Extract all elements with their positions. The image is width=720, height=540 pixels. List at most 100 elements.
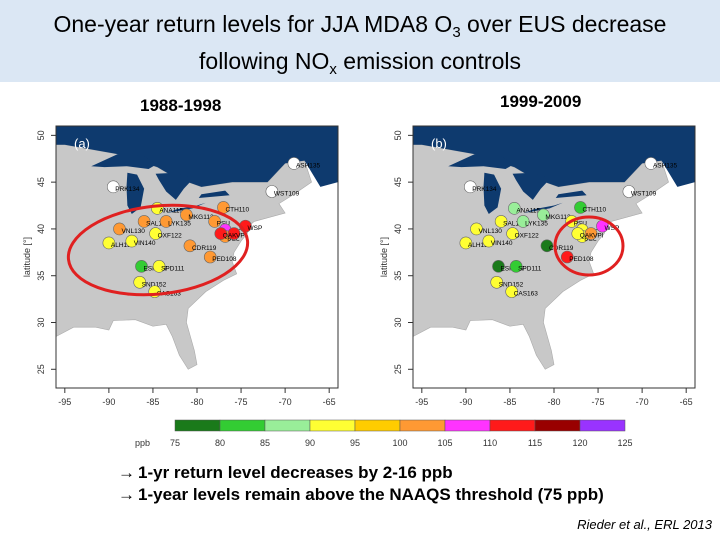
station-marker (463, 180, 477, 194)
colorbar-tick-label: 85 (260, 438, 270, 448)
lake-4 (167, 202, 206, 214)
station-sal133: SAL133 (494, 215, 527, 228)
station-label: VNL130 (121, 228, 145, 235)
station-label: SAL133 (503, 220, 527, 227)
station-marker (265, 185, 279, 198)
station-label: ASH135 (296, 162, 321, 169)
station-marker (159, 215, 173, 228)
station-label: MKG113 (188, 214, 214, 221)
station-ped108: PED108 (203, 250, 237, 264)
station-marker (214, 227, 228, 240)
station-marker (516, 215, 530, 228)
x-tick-label: -70 (279, 397, 292, 407)
y-tick-label: 35 (393, 271, 403, 281)
station-marker (584, 227, 598, 240)
title-banner (0, 0, 720, 82)
colorbar-swatch (579, 419, 626, 432)
station-wst109: WST109 (622, 185, 657, 198)
y-tick-label: 35 (36, 271, 46, 281)
x-tick-label: -65 (680, 397, 693, 407)
station-marker (135, 260, 148, 273)
station-label: CDR119 (549, 245, 574, 252)
station-ash135: ASH135 (287, 157, 321, 170)
station-marker (152, 260, 166, 273)
station-oxf122: OXF122 (506, 227, 539, 240)
station-label: CTH110 (582, 206, 606, 213)
colorbar-tick-label: 80 (215, 438, 225, 448)
station-label: SND152 (142, 281, 167, 288)
station-mkg113: MKG113 (537, 208, 571, 222)
station-marker (506, 227, 519, 240)
station-label: PED108 (569, 256, 594, 263)
y-tick-label: 50 (393, 130, 403, 140)
map-area: PRK134 ASH135 WST109 ANA115 CTH110 MKG113 SAL1… (413, 126, 695, 388)
station-marker (509, 260, 523, 273)
station-marker (492, 260, 505, 273)
period-label-left: 1988-1998 (140, 96, 222, 115)
x-tick-label: -90 (102, 397, 115, 407)
station-sal133: SAL133 (137, 215, 170, 228)
station-label: PED108 (212, 256, 237, 263)
station-mkg113: MKG113 (180, 208, 214, 222)
station-lyk135: LYK135 (159, 215, 191, 228)
station-snd152: SND152 (490, 275, 524, 289)
arrow-right-icon: → (118, 463, 135, 482)
finding-2: → 1-year levels remain above the NAAQS th… (118, 485, 604, 504)
station-marker (227, 227, 241, 240)
station-marker (540, 239, 554, 253)
station-snd152: SND152 (133, 275, 167, 289)
station-cth110: CTH110 (574, 201, 607, 214)
station-ana115: ANA115 (508, 202, 540, 215)
arrow-right-icon: → (118, 485, 135, 504)
station-label: VPI (593, 233, 604, 240)
x-tick-label: -75 (592, 397, 605, 407)
colorbar-tick-label: 110 (483, 438, 497, 448)
lake-1 (91, 154, 157, 170)
colorbar-tick-label: 95 (350, 438, 360, 448)
slide-title: One-year return levels for JJA MDA8 O3 o… (0, 10, 720, 84)
station-label: VPI (236, 233, 247, 240)
station-marker (459, 236, 473, 250)
station-marker (180, 208, 193, 222)
station-label: WST109 (631, 191, 657, 198)
x-tick-label: -85 (146, 397, 159, 407)
station-marker (149, 227, 162, 240)
station-label: MKG113 (545, 214, 571, 221)
highlight-ellipse-left (66, 203, 250, 297)
northern-region (56, 126, 338, 187)
colorbar-swatch (354, 419, 401, 432)
map-panel-2: PRK134 ASH135 WST109 ANA115 CTH110 MKG113 SAL1… (379, 125, 696, 407)
x-tick-label: -75 (235, 397, 248, 407)
land-area (413, 144, 669, 388)
station-label: PRK134 (115, 186, 140, 193)
station-prk134: PRK134 (106, 180, 140, 194)
colorbar-tick-label: 125 (617, 438, 632, 448)
colorbar-tick-label: 75 (170, 438, 180, 448)
colorbar-swatch (399, 419, 446, 432)
station-marker (537, 208, 550, 222)
x-tick-label: -70 (636, 397, 649, 407)
station-label: LYK135 (525, 220, 548, 227)
y-tick-label: 30 (393, 317, 403, 327)
station-marker (560, 250, 574, 264)
northern-region (413, 126, 695, 187)
station-ped108: PED108 (560, 250, 594, 264)
lake-4 (524, 202, 563, 214)
y-tick-label: 30 (36, 317, 46, 327)
x-tick-label: -80 (190, 397, 203, 407)
y-tick-label: 50 (36, 130, 46, 140)
station-qak: QAK (571, 227, 594, 240)
lake-5 (555, 190, 587, 199)
colorbar-swatch (174, 419, 221, 432)
colorbar-unit: ppb (135, 438, 150, 448)
station-marker (287, 157, 301, 170)
station-cas163: CAS163 (505, 285, 538, 298)
map-area: PRK134 ASH135 WST109 ANA115 CTH110 MKG113 SAL1… (56, 126, 338, 388)
station-vin140: VIN140 (125, 234, 156, 248)
colorbar-swatch (309, 419, 356, 432)
station-marker (125, 234, 139, 248)
lake-3 (512, 172, 551, 200)
title-line-1: One-year return levels for JJA MDA8 O3 o… (53, 11, 667, 41)
station-label: VIN140 (134, 240, 156, 247)
colorbar-swatch (444, 419, 491, 432)
